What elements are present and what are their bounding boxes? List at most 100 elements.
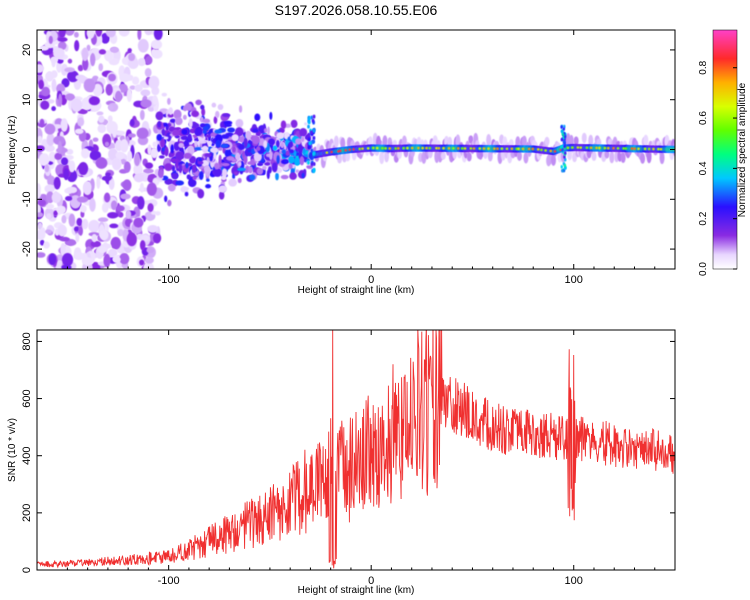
heatmap-cell <box>224 148 233 158</box>
heatmap-cell <box>361 147 364 150</box>
heatmap-cell <box>275 172 279 181</box>
heatmap-cell <box>126 88 132 102</box>
heatmap-cell <box>144 162 154 169</box>
heatmap-cell <box>456 147 460 150</box>
heatmap-cell <box>145 55 153 65</box>
heatmap-cell <box>57 140 62 154</box>
heatmap-cell <box>299 156 305 166</box>
heatmap-cell <box>175 151 184 161</box>
heatmap-cell <box>603 146 607 150</box>
heatmap-cell <box>59 236 70 242</box>
heatmap-cell <box>340 137 346 150</box>
heatmap-cell <box>127 150 133 162</box>
heatmap-cell <box>88 96 100 106</box>
heatmap-cell <box>493 147 496 150</box>
heatmap-cell <box>218 191 225 200</box>
heatmap-cell <box>576 146 580 149</box>
heatmap-cell <box>310 115 314 120</box>
heatmap-cell <box>114 130 126 136</box>
heatmap-cell <box>66 186 78 194</box>
heatmap-cell <box>64 67 75 73</box>
heatmap-cell <box>170 144 174 154</box>
heatmap-cell <box>108 105 114 110</box>
heatmap-cell <box>201 159 209 167</box>
heatmap-cell <box>214 162 220 170</box>
heatmap-cell <box>437 147 441 150</box>
heatmap-cell <box>37 145 45 152</box>
heatmap-cell <box>187 133 192 141</box>
heatmap-cell <box>107 248 118 258</box>
heatmap-cell <box>171 129 180 137</box>
heatmap-cell <box>288 162 293 170</box>
heatmap-cell <box>143 168 154 174</box>
heatmap-cell <box>312 162 316 167</box>
heatmap-cell <box>185 161 189 169</box>
heatmap-cell <box>60 242 66 255</box>
heatmap-cell <box>97 246 107 254</box>
heatmap-cell <box>195 126 203 136</box>
heatmap-cell <box>73 226 79 232</box>
heatmap-cell <box>221 162 230 167</box>
heatmap-cell <box>222 113 231 118</box>
heatmap-cell <box>84 182 92 192</box>
heatmap-cell <box>397 147 400 150</box>
heatmap-cell <box>201 108 206 117</box>
heatmap-cell <box>227 127 236 133</box>
heatmap-cell <box>91 233 98 243</box>
heatmap-cell <box>92 137 99 142</box>
heatmap-cell <box>394 147 397 150</box>
heatmap-cell <box>510 147 514 151</box>
heatmap-cell <box>56 205 66 215</box>
heatmap-cell <box>82 257 94 266</box>
heatmap-cell <box>139 109 145 121</box>
heatmap-cell <box>61 253 74 267</box>
heatmap-cell <box>659 148 663 151</box>
heatmap-cell <box>164 195 168 203</box>
heatmap-cell <box>560 137 564 142</box>
heatmap-cell <box>604 150 610 159</box>
snr-x-axis-label: Height of straight line (km) <box>298 585 415 596</box>
heatmap-cell <box>560 165 563 169</box>
colorbar-tick-label: 0.6 <box>698 111 709 125</box>
heatmap-cell <box>53 135 65 145</box>
heatmap-cell <box>45 203 55 210</box>
heatmap-cell <box>108 148 119 161</box>
heatmap-cell <box>195 99 202 106</box>
heatmap-cell <box>589 146 593 150</box>
snr-axes: -100 0 100 0 200 400 600 800 <box>21 330 676 587</box>
heatmap-cell <box>344 149 348 152</box>
heatmap-cell <box>235 152 241 161</box>
heatmap-cell <box>254 113 261 122</box>
heatmap-cell <box>406 146 409 150</box>
heatmap-cell <box>178 142 184 148</box>
heatmap-cell <box>249 174 256 181</box>
heatmap-cell <box>57 224 67 237</box>
heatmap-cell <box>144 257 154 264</box>
heatmap-cell <box>171 165 176 172</box>
snr-y-tick-label: 800 <box>21 332 33 350</box>
heatmap-cell <box>153 233 162 244</box>
heatmap-cell <box>289 141 294 148</box>
colorbar-ticks: 0.0 0.2 0.4 0.6 0.8 <box>698 60 737 276</box>
heatmap-cell <box>74 128 84 134</box>
heatmap-cell <box>382 135 388 147</box>
heatmap-cell <box>184 191 189 197</box>
heatmap-cell <box>307 145 311 150</box>
heatmap-cell <box>596 138 602 147</box>
heatmap-cell <box>200 146 209 151</box>
heatmap-cell <box>134 84 143 92</box>
heatmap-cell <box>478 147 482 150</box>
heatmap-cell <box>98 115 105 123</box>
heatmap-cell <box>304 122 308 126</box>
heatmap-cell <box>76 196 89 203</box>
chart-title: S197.2026.058.10.55.E06 <box>275 2 438 18</box>
heatmap-cell <box>566 146 570 150</box>
heatmap-cell <box>120 193 131 200</box>
heatmap-cell <box>81 218 89 230</box>
heatmap-cell <box>47 175 56 187</box>
heatmap-cell <box>288 155 295 164</box>
heatmap-cell <box>606 146 610 150</box>
heatmap-cell <box>310 148 314 153</box>
colorbar-tick-label: 0.2 <box>698 211 709 225</box>
